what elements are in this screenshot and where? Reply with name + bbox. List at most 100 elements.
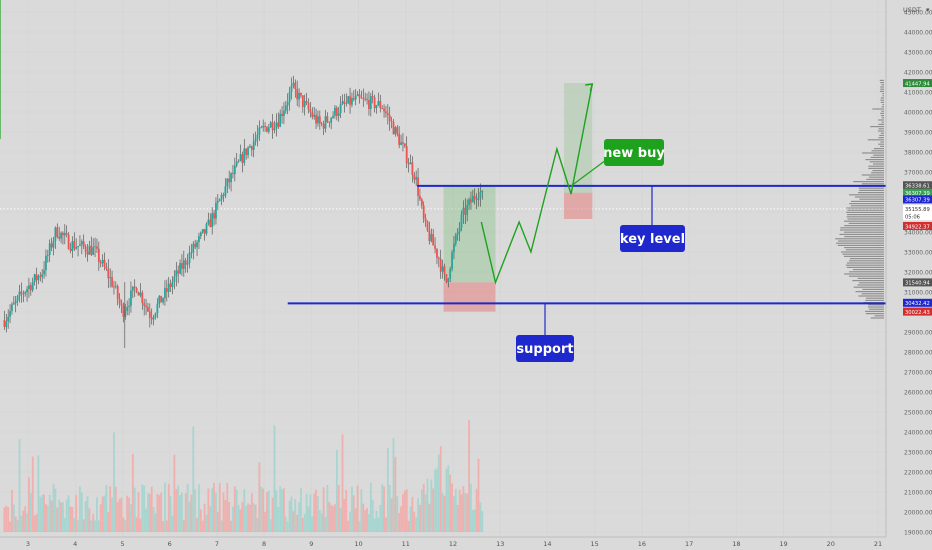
time-axis[interactable]: 3 4 5 6 7 8 9 10 11 12 13 14 15 16 17 18 19 20 21 <box>26 540 882 548</box>
volume-bar <box>232 506 234 532</box>
candle-body <box>150 317 153 320</box>
volume-bar <box>148 493 151 532</box>
volume-bar <box>79 486 81 532</box>
candle-body <box>339 103 342 114</box>
volume-profile-bar <box>867 139 884 141</box>
volume-bar <box>220 520 223 532</box>
price-tag <box>903 181 932 190</box>
candle-body <box>28 285 30 290</box>
volume-bar <box>14 516 17 532</box>
candle-body <box>464 207 467 215</box>
volume-bar <box>286 521 289 532</box>
volume-bar <box>75 494 78 532</box>
volume-bar <box>383 486 385 532</box>
candle-body <box>154 313 157 317</box>
price-tag <box>903 212 932 221</box>
candle-body <box>371 96 374 98</box>
candle-body <box>152 316 155 320</box>
volume-bar <box>445 468 448 532</box>
candle-body <box>92 247 95 255</box>
annotation-labels[interactable]: new buy key level support <box>0 0 685 362</box>
volume-profile-bar <box>842 253 884 255</box>
candle-body <box>300 92 302 96</box>
price-tag <box>903 222 932 230</box>
candle-body <box>275 122 278 129</box>
volume-profile-bar <box>846 211 884 213</box>
volume-profile-bar <box>844 255 884 257</box>
volume-bar <box>343 498 346 532</box>
volume-bar <box>477 458 480 532</box>
price-tick-label: 24000.00 <box>904 429 932 436</box>
volume-bar <box>347 520 350 532</box>
candle-body <box>279 113 282 127</box>
candle-body <box>79 244 81 247</box>
volume-bar <box>80 492 83 532</box>
candle-body <box>86 251 89 255</box>
candle-body <box>364 98 367 100</box>
volume-bar <box>424 494 427 532</box>
candle-body <box>286 102 289 106</box>
volume-bar <box>250 493 253 532</box>
candle-body <box>337 113 340 116</box>
volume-bar <box>468 420 470 532</box>
volume-bar <box>96 497 98 532</box>
volume-profile-bar <box>865 310 884 312</box>
volume-bar <box>5 505 8 532</box>
candle-body <box>396 127 399 134</box>
volume-bar <box>400 506 402 532</box>
volume-bar <box>317 496 319 532</box>
candle-body <box>12 303 15 305</box>
price-tick-label: 22000.00 <box>904 469 932 476</box>
volume-bar <box>145 508 147 532</box>
date-tick-label: 8 <box>262 540 266 548</box>
position-zones[interactable] <box>443 83 593 312</box>
volume-bar <box>124 520 127 532</box>
date-tick-label: 14 <box>543 540 551 548</box>
price-tick-label: 31000.00 <box>904 289 932 296</box>
volume-profile-bar <box>881 121 884 123</box>
volume-bar <box>358 521 361 532</box>
volume-bar <box>194 489 197 532</box>
volume-profile-bar <box>880 132 884 134</box>
currency-header[interactable]: USDT ▾ <box>903 6 930 14</box>
volume-profile-bar <box>839 233 884 235</box>
candle-body <box>318 116 321 124</box>
candle-body <box>50 243 53 248</box>
volume-profile-bar <box>844 236 884 238</box>
volume-bar <box>436 468 438 532</box>
candle-body <box>130 290 132 306</box>
candle-body <box>420 199 423 206</box>
volume-bar <box>439 446 442 532</box>
volume-bar <box>165 520 168 532</box>
volume-bar <box>337 484 340 532</box>
price-tick-label: 32000.00 <box>904 269 932 276</box>
candle-body <box>175 270 178 277</box>
candle-body <box>167 283 170 292</box>
volume-profile-bar <box>849 194 884 196</box>
candle-body <box>133 286 136 289</box>
projection-path[interactable] <box>480 83 594 285</box>
volume-bar <box>432 488 435 532</box>
candle-body <box>235 161 238 166</box>
candle-body <box>205 223 208 234</box>
volume-bar <box>279 486 282 532</box>
candle-body <box>249 146 251 148</box>
volume-bar <box>31 456 34 532</box>
volume-profile-bar <box>866 178 884 180</box>
volume-profile-bar <box>844 273 884 275</box>
volume-profile-bar <box>881 110 884 112</box>
price-tick-label: 27000.00 <box>904 369 932 376</box>
candle-body <box>90 245 93 255</box>
volume-bar <box>405 489 408 532</box>
candle-body <box>439 258 442 272</box>
candle-body <box>375 105 378 109</box>
volume-profile-bar <box>878 128 884 130</box>
volume-profile-bar <box>852 269 884 271</box>
candle-body <box>16 296 19 301</box>
new-buy-label-text: new buy <box>603 146 665 161</box>
candle-body <box>366 99 368 101</box>
candle-body <box>373 97 376 109</box>
candle-body <box>277 122 280 127</box>
volume-profile-bar <box>850 205 884 207</box>
